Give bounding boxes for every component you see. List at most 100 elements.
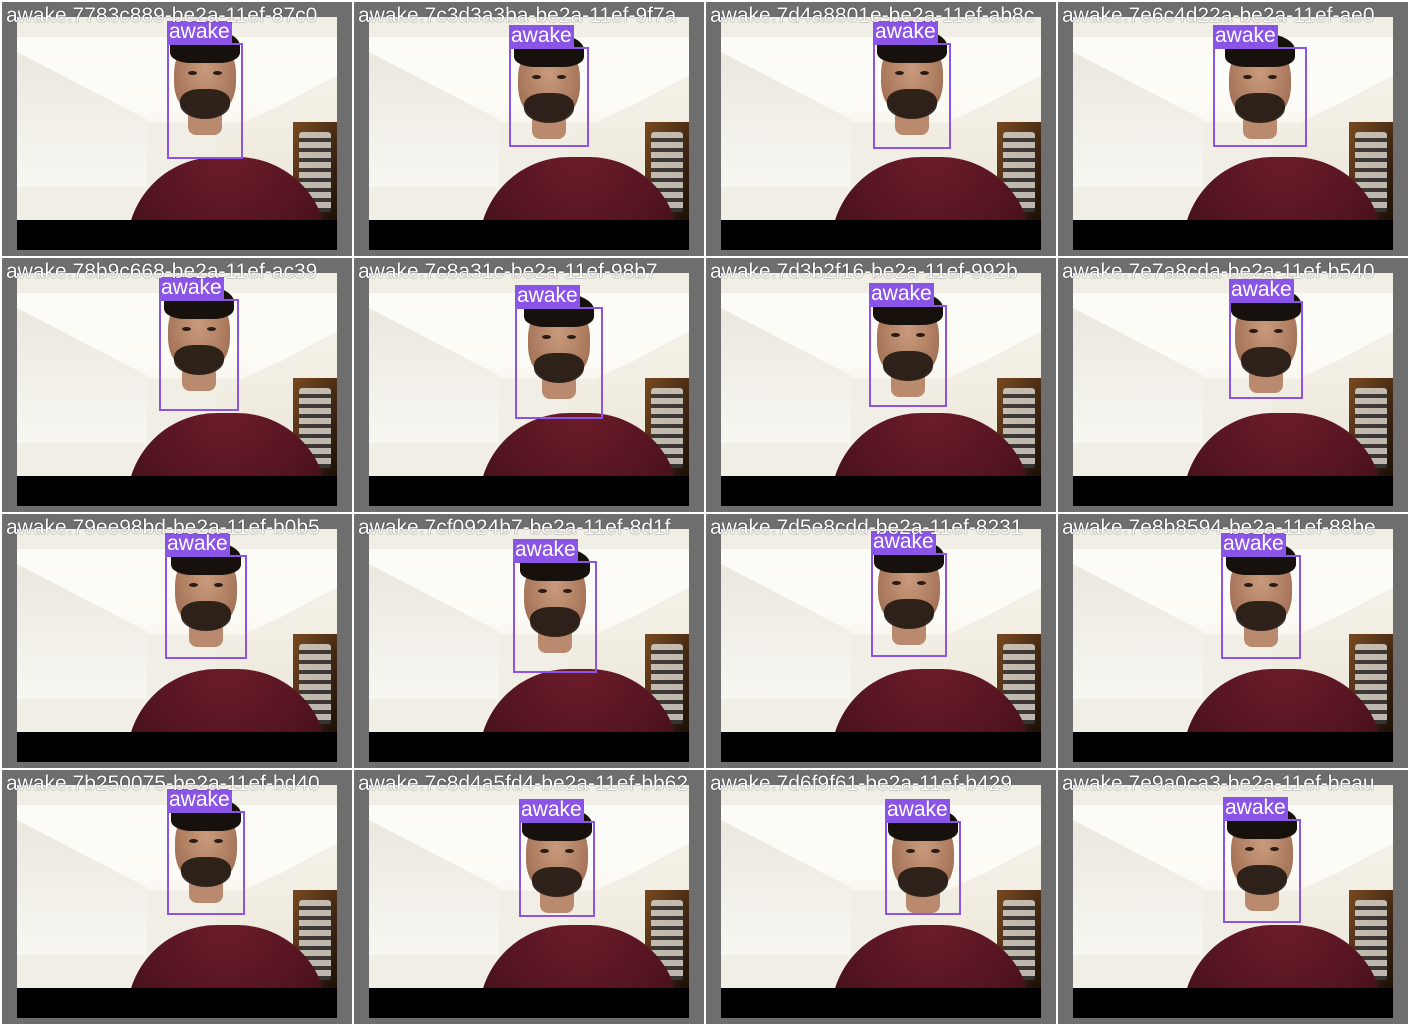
image-filename: awake.7c3d3a3ba-be2a-11ef-9f7a <box>358 4 677 27</box>
detection-box: awake <box>1221 533 1301 659</box>
webcam-frame: awake <box>721 785 1041 1018</box>
detection-box: awake <box>871 531 947 657</box>
image-filename: awake.7e8b8594-be2a-11ef-88be <box>1062 516 1376 539</box>
person-beard <box>1235 93 1285 123</box>
letterbox-bar <box>1073 732 1393 762</box>
image-filename: awake.7c8d4a5fd4-be2a-11ef-bb62 <box>358 772 689 795</box>
letterbox-bar <box>369 476 689 506</box>
person-eye <box>188 71 197 75</box>
detection-label: awake <box>1213 24 1278 47</box>
detection-box: awake <box>873 21 951 149</box>
letterbox-bar <box>721 732 1041 762</box>
image-filename: awake.7e9a0ca3-be2a-11ef-beau <box>1062 772 1375 795</box>
person-head <box>1225 33 1295 123</box>
detection-label: awake <box>869 282 934 305</box>
person-eye <box>895 71 904 75</box>
person-eye <box>538 589 547 593</box>
person-beard <box>530 607 580 637</box>
image-tile: awake awake.79ee98bd-be2a-11ef-b0b5 <box>2 514 352 768</box>
image-tile: awake awake.7e7a8cda-be2a-11ef-b540 <box>1058 258 1408 512</box>
detection-box: awake <box>1223 797 1301 923</box>
webcam-frame: awake <box>17 17 337 250</box>
image-tile: awake awake.7c8d4a5fd4-be2a-11ef-bb62 <box>354 770 704 1024</box>
image-tile: awake awake.7783c889-be2a-11ef-87c0 <box>2 2 352 256</box>
detection-label: awake <box>159 276 224 299</box>
webcam-frame: awake <box>721 273 1041 506</box>
person-eye <box>563 589 572 593</box>
person-eye <box>1245 847 1254 851</box>
image-tile: awake awake.7d4a8801e-be2a-11ef-ab8c <box>706 2 1056 256</box>
image-filename: awake.78b9c668-be2a-11ef-ac39 <box>6 260 318 283</box>
detection-label: awake <box>1223 796 1288 819</box>
detection-box: awake <box>515 285 603 419</box>
image-filename: awake.7e7a8cda-be2a-11ef-b540 <box>1062 260 1375 283</box>
image-filename: awake.7d3b2f16-be2a-11ef-992b <box>710 260 1018 283</box>
image-tile: awake awake.7cf0924b7-be2a-11ef-8d1f <box>354 514 704 768</box>
letterbox-bar <box>1073 476 1393 506</box>
image-tile: awake awake.7c8a31c-be2a-11ef-98b7 <box>354 258 704 512</box>
person-head <box>873 291 943 381</box>
webcam-frame: awake <box>1073 17 1393 250</box>
person-eye <box>891 333 900 337</box>
detection-box: awake <box>885 799 961 915</box>
image-tile: awake awake.7b250075-be2a-11ef-bd40 <box>2 770 352 1024</box>
person-eye <box>1268 75 1277 79</box>
webcam-frame: awake <box>17 785 337 1018</box>
detection-box: awake <box>165 533 247 659</box>
person-beard <box>181 857 231 887</box>
image-filename: awake.7d4a8801e-be2a-11ef-ab8c <box>710 4 1035 27</box>
webcam-frame: awake <box>1073 785 1393 1018</box>
person-head <box>1227 805 1297 895</box>
person-eye <box>207 327 216 331</box>
person-eye <box>916 333 925 337</box>
person-eye <box>1269 583 1278 587</box>
person-beard <box>532 867 582 897</box>
person-eye <box>182 327 191 331</box>
detection-box: awake <box>513 539 597 673</box>
person-eye <box>532 75 541 79</box>
image-filename: awake.7e6c4d22a-be2a-11ef-ae0 <box>1062 4 1375 27</box>
person-eye <box>213 71 222 75</box>
letterbox-bar <box>1073 988 1393 1018</box>
person-eye <box>1244 583 1253 587</box>
detection-label: awake <box>165 532 230 555</box>
person-eye <box>917 581 926 585</box>
image-filename: awake.7783c889-be2a-11ef-87c0 <box>6 4 318 27</box>
person-eye <box>1249 329 1258 333</box>
image-tile: awake awake.7d5e8cdd-be2a-11ef-8231 <box>706 514 1056 768</box>
letterbox-bar <box>721 988 1041 1018</box>
person-eye <box>189 839 198 843</box>
letterbox-bar <box>17 988 337 1018</box>
detection-label: awake <box>513 538 578 561</box>
image-tile: awake awake.7e6c4d22a-be2a-11ef-ae0 <box>1058 2 1408 256</box>
webcam-frame: awake <box>369 17 689 250</box>
person-eye <box>565 849 574 853</box>
person-beard <box>1236 601 1286 631</box>
image-tile: awake awake.7d3b2f16-be2a-11ef-992b <box>706 258 1056 512</box>
person-eye <box>567 335 576 339</box>
person-eye <box>1274 329 1283 333</box>
webcam-frame: awake <box>369 785 689 1018</box>
detection-box: awake <box>1229 279 1303 399</box>
person-eye <box>920 71 929 75</box>
person-beard <box>534 353 584 383</box>
image-tile: awake awake.7e9a0ca3-be2a-11ef-beau <box>1058 770 1408 1024</box>
detection-box: awake <box>519 799 595 917</box>
letterbox-bar <box>17 476 337 506</box>
image-tile: awake awake.78b9c668-be2a-11ef-ac39 <box>2 258 352 512</box>
detection-label: awake <box>1229 278 1294 301</box>
letterbox-bar <box>17 732 337 762</box>
person-eye <box>214 583 223 587</box>
letterbox-bar <box>369 220 689 250</box>
detection-box: awake <box>159 277 239 411</box>
person-eye <box>1270 847 1279 851</box>
detection-label: awake <box>167 788 232 811</box>
detection-label: awake <box>885 798 950 821</box>
person-beard <box>898 867 948 897</box>
image-filename: awake.7d6f9f61-be2a-11ef-b429 <box>710 772 1013 795</box>
detection-label: awake <box>515 284 580 307</box>
detection-box: awake <box>509 25 589 147</box>
person-eye <box>189 583 198 587</box>
person-beard <box>1241 347 1291 377</box>
person-eye <box>542 335 551 339</box>
